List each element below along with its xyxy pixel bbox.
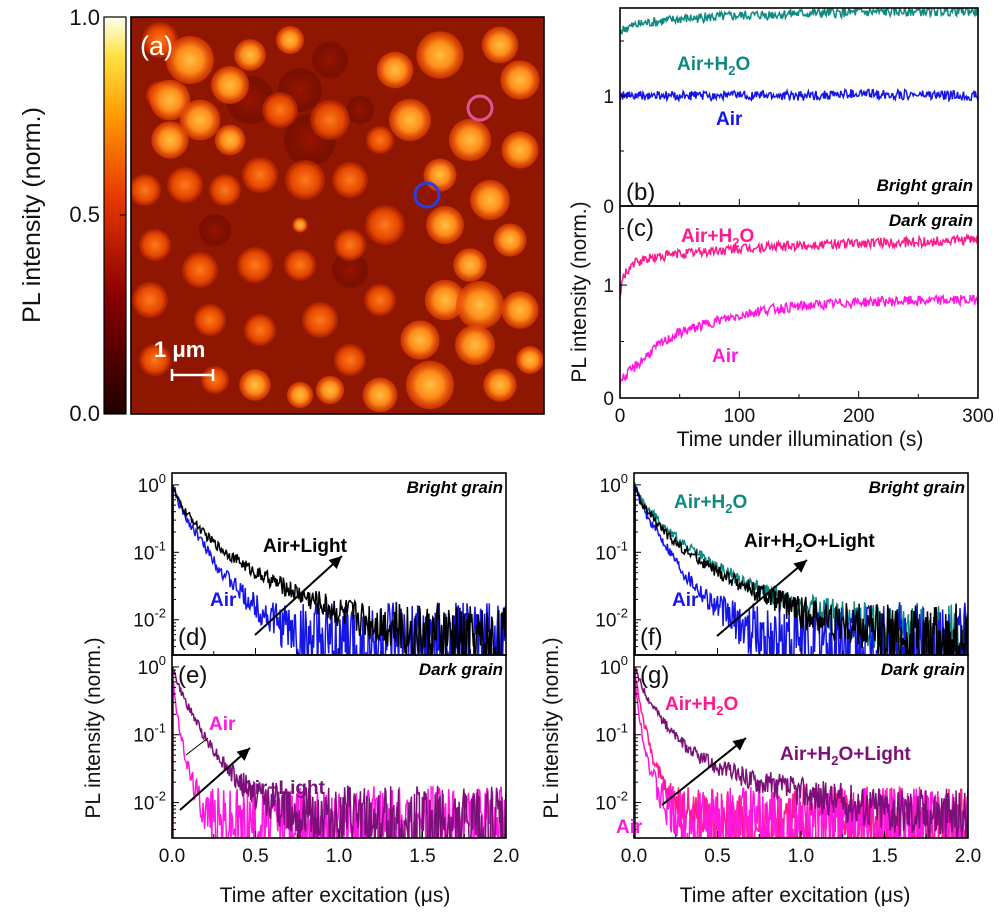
ytick-d-2: 10-2: [133, 606, 166, 632]
panel-label-c: (c): [626, 215, 654, 242]
panel-f: 100 10-1 10-2 (f) Bright grain Air+H2O Air+H2O…: [595, 471, 969, 656]
xtick-g-4: 2.0: [955, 846, 981, 867]
ytick-e-0: 100: [138, 653, 166, 679]
arrow-e: [179, 747, 251, 811]
panel-label-b: (b): [626, 179, 655, 206]
xtick-e-3: 1.5: [409, 846, 435, 867]
ytick-d-0: 100: [138, 471, 166, 497]
pink-circle-marker: [466, 94, 494, 122]
panel-g: 100 10-1 10-2 (g) Dark grain Air+H2O Air+H2O+L…: [595, 653, 969, 839]
series-e-air-light: [172, 666, 506, 838]
xtick-e-1: 0.5: [242, 846, 268, 867]
label-b-air: Air: [716, 109, 743, 130]
xlabel-b-c: Time under illumination (s): [677, 428, 924, 451]
panel-c: 0 1 (c) Dark grain Air+H2O Air: [603, 205, 979, 410]
annotation-d: Bright grain: [407, 478, 503, 497]
xtick-e-2: 1.0: [326, 846, 352, 867]
ytick-f-1: 10-1: [595, 538, 628, 564]
ytick-f-2: 10-2: [595, 606, 628, 632]
ytick-b-0: 0: [603, 197, 614, 218]
label-d-air: Air: [210, 590, 237, 611]
series-g-air-h2o-light: [634, 666, 968, 838]
panel-b: 0 1 (b) Bright grain Air+H2O Air: [603, 7, 979, 218]
annotation-c: Dark grain: [889, 211, 973, 230]
xtick-g-3: 1.5: [871, 846, 897, 867]
blue-circle-marker: [413, 181, 441, 209]
ylabel-b-c: PL intensity (norm.): [568, 201, 591, 382]
ylabel-f-g: PL intensity (norm.): [540, 637, 563, 818]
ytick-g-2: 10-2: [595, 789, 628, 815]
arrow-d: [254, 555, 343, 636]
scalebar: [170, 369, 215, 381]
colorbar-tick-bottom: 0.0: [69, 401, 100, 426]
arrow-g: [661, 737, 747, 806]
label-f-air: Air: [672, 590, 699, 611]
xtick-c-2: 200: [843, 406, 875, 427]
xlabel-d-e: Time after excitation (μs): [220, 884, 451, 907]
annotation-g: Dark grain: [881, 660, 965, 679]
ytick-e-2: 10-2: [133, 789, 166, 815]
scalebar-label: 1 μm: [154, 337, 205, 362]
label-g-air-h2o-light: Air+H2O+Light: [780, 744, 911, 768]
series-c-air-h2o: [620, 232, 978, 298]
ytick-c-1: 1: [603, 276, 614, 297]
ylabel-d-e: PL intensity (norm.): [82, 637, 105, 818]
panel-label-a: (a): [140, 31, 173, 61]
series-d-air-light: [172, 484, 506, 655]
panels-b-c: PL intensity (norm.) Time under illumina…: [568, 201, 923, 451]
xtick-g-0: 0.0: [621, 846, 647, 867]
xtick-c-1: 100: [723, 406, 755, 427]
ytick-g-0: 100: [600, 653, 628, 679]
panel-label-g: (g): [640, 662, 669, 689]
annotation-f: Bright grain: [869, 478, 965, 497]
colorbar-tick-mid: 0.5: [69, 202, 100, 227]
pl-map-grains: [131, 22, 544, 413]
ytick-b-1: 1: [603, 87, 614, 108]
xtick-g-1: 0.5: [704, 846, 730, 867]
xtick-e-4: 2.0: [493, 846, 519, 867]
label-c-air: Air: [712, 346, 739, 367]
panels-d-g-labels: PL intensity (norm.) PL intensity (norm.…: [82, 637, 910, 907]
panel-label-f: (f): [640, 624, 663, 651]
annotation-b: Bright grain: [877, 176, 973, 195]
ytick-c-0: 0: [603, 389, 614, 410]
panel-e: 100 10-1 10-2 (e) Dark grain Air Air+Light: [133, 653, 507, 839]
colorbar-tick-top: 1.0: [69, 5, 100, 30]
panel-label-e: (e): [178, 662, 207, 689]
label-e-air: Air: [209, 714, 236, 735]
label-f-air-h2o-light: Air+H2O+Light: [744, 531, 875, 555]
series-b-air-h2o: [620, 8, 978, 35]
series-f-air-h2o-light: [634, 484, 968, 655]
panel-label-d: (d): [178, 624, 207, 651]
ytick-e-1: 10-1: [133, 721, 166, 747]
ytick-d-1: 10-1: [133, 538, 166, 564]
ytick-g-1: 10-1: [595, 721, 628, 747]
series-b-air: [620, 87, 978, 103]
series-c-air: [620, 293, 978, 386]
label-c-air-h2o: Air+H2O: [681, 226, 754, 250]
xtick-g-2: 1.0: [788, 846, 814, 867]
xlabel-f-g: Time after excitation (μs): [680, 884, 911, 907]
colorbar-label: PL intensity (norm.): [18, 107, 46, 323]
label-b-air-h2o: Air+H2O: [677, 54, 750, 78]
label-d-air-light: Air+Light: [263, 536, 348, 557]
label-g-air: Air: [616, 817, 643, 838]
label-e-air-light: Air+Light: [241, 778, 326, 799]
panel-a: 1.0 0.5 0.0 PL intensity (norm.) (a) 1 μ…: [18, 5, 545, 426]
xtick-e-0: 0.0: [159, 846, 185, 867]
xtick-c-0: 0: [615, 406, 626, 427]
label-f-air-h2o: Air+H2O: [674, 492, 747, 516]
xtick-c-3: 300: [962, 406, 994, 427]
ytick-f-0: 100: [600, 471, 628, 497]
arrow-f: [716, 559, 808, 637]
panel-d: 100 10-1 10-2 (d) Bright grain Air+Light Air: [133, 471, 507, 656]
label-g-air-h2o: Air+H2O: [665, 694, 738, 718]
annotation-e: Dark grain: [419, 660, 503, 679]
